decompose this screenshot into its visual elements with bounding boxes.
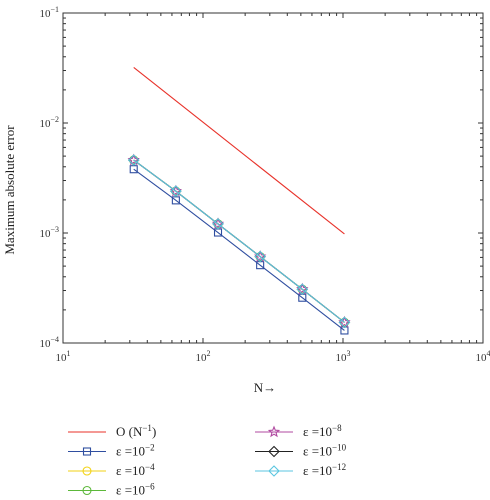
legend-label-main: ε =10	[116, 444, 145, 459]
legend-item: O (N−1)	[68, 423, 156, 439]
legend-label: ε =10−6	[116, 482, 155, 498]
y-tick-label: 10−4	[39, 335, 59, 350]
data-point	[338, 316, 351, 329]
legend-label-sup: −2	[145, 443, 155, 453]
y-tick-label-base: 10	[39, 338, 51, 350]
legend-swatch-marker	[82, 485, 92, 496]
x-tick-label-exp: 1	[67, 349, 71, 358]
legend-label-tail: )	[152, 424, 156, 439]
data-point	[127, 154, 140, 166]
legend-label-main: ε =10	[116, 463, 145, 478]
y-tick-label-base: 10	[39, 8, 51, 20]
series-6	[127, 154, 351, 329]
data-point	[170, 185, 182, 197]
series-line	[133, 168, 345, 331]
plot-area	[62, 12, 484, 344]
x-tick-label-exp: 4	[487, 349, 490, 358]
legend-label-main: ε =10	[303, 424, 332, 439]
legend-swatch-marker	[82, 447, 92, 456]
legend-item: ε =10−8	[255, 423, 342, 439]
legend-item: ε =10−10	[255, 443, 347, 459]
x-tick-label-exp: 3	[347, 349, 351, 358]
y-axis-label: Maximum absolute error	[2, 125, 17, 255]
y-tick-label-base: 10	[39, 118, 51, 130]
series-layer	[127, 66, 351, 335]
legend-label-sup: −6	[145, 482, 155, 492]
data-point	[212, 218, 224, 230]
legend-label-main: ε =10	[303, 463, 332, 478]
series-1	[129, 165, 349, 335]
x-tick-label-base: 10	[476, 352, 488, 364]
legend-label-main: ε =10	[116, 483, 145, 498]
legend-swatch-marker	[267, 425, 281, 438]
legend-label: ε =10−4	[116, 462, 155, 478]
y-tick-label-base: 10	[39, 228, 51, 240]
data-point	[296, 283, 309, 296]
y-tick-label-exp: −2	[50, 115, 59, 124]
legend-label: O (N−1)	[116, 423, 156, 439]
series-line	[133, 159, 345, 323]
x-axis-label: N→	[254, 380, 276, 395]
legend-label-sup: −1	[142, 423, 152, 433]
legend-label-sup: −8	[332, 423, 342, 433]
x-tick-label: 103	[336, 349, 351, 364]
x-tick-label: 102	[196, 349, 211, 364]
legend-item: ε =10−6	[68, 482, 155, 498]
x-tick-label-base: 10	[196, 352, 208, 364]
y-tick-label-exp: −3	[50, 225, 59, 234]
x-tick-label-base: 10	[336, 352, 348, 364]
x-tick-label: 101	[56, 349, 71, 364]
legend-item: ε =10−2	[68, 443, 155, 459]
legend-label-sup: −4	[145, 462, 155, 472]
y-tick-label-exp: −1	[50, 5, 59, 14]
legend: O (N−1)ε =10−2ε =10−4ε =10−6ε =10−8ε =10…	[68, 423, 347, 498]
legend-item: ε =10−4	[68, 462, 155, 478]
legend-swatch-marker	[82, 466, 92, 476]
x-tick-label-exp: 2	[207, 349, 211, 358]
legend-label: ε =10−12	[303, 462, 346, 478]
legend-label-sup: −12	[332, 462, 346, 472]
x-axis: 101 102 103 104	[56, 13, 490, 364]
y-tick-label: 10−3	[39, 225, 59, 240]
plot-frame	[62, 12, 484, 344]
legend-swatch-marker	[268, 445, 280, 458]
y-tick-label: 10−1	[39, 5, 59, 20]
legend-label-main: O (N	[116, 424, 143, 439]
series-line	[133, 66, 345, 235]
series-0	[133, 66, 345, 235]
x-tick-label: 104	[476, 349, 490, 364]
legend-label: ε =10−10	[303, 443, 347, 459]
legend-label-main: ε =10	[303, 444, 332, 459]
x-tick-label-base: 10	[56, 352, 68, 364]
legend-swatch-marker	[268, 465, 280, 477]
y-tick-label-exp: −4	[50, 335, 59, 344]
y-axis: 10−110−210−310−4	[39, 5, 483, 350]
legend-item: ε =10−12	[255, 462, 346, 478]
legend-label: ε =10−8	[303, 423, 342, 439]
y-tick-label: 10−2	[39, 115, 59, 130]
data-point	[254, 250, 266, 263]
legend-label: ε =10−2	[116, 443, 155, 459]
legend-label-sup: −10	[332, 443, 347, 453]
